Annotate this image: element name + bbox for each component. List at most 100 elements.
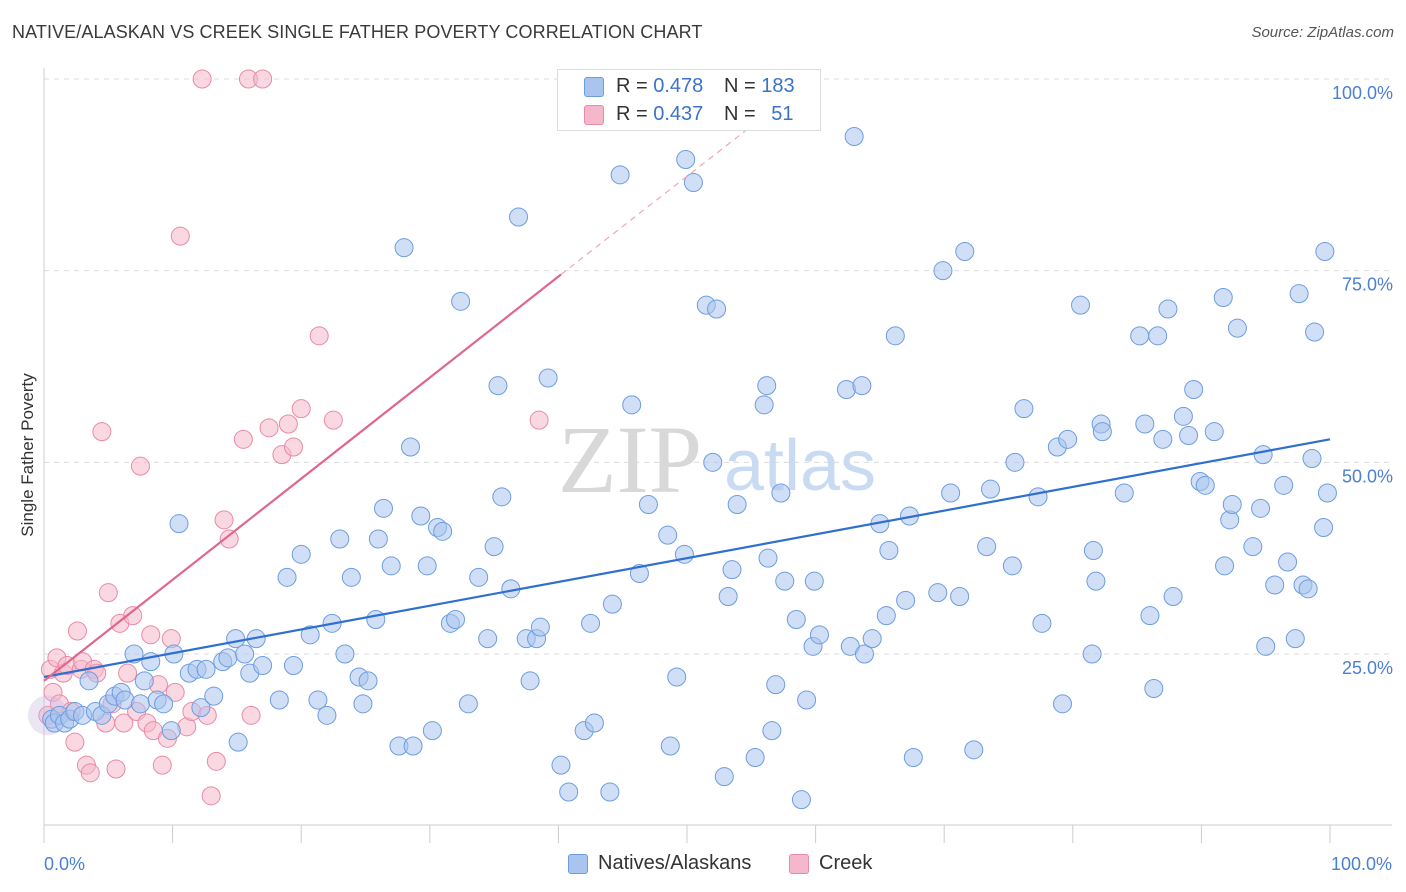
natives-point [484, 537, 504, 557]
natives-point [1253, 445, 1273, 465]
axes [43, 68, 1392, 843]
natives-point [862, 629, 882, 649]
natives-point [1153, 429, 1173, 449]
natives-point [1005, 452, 1025, 472]
watermark-zip: ZIP [558, 406, 702, 513]
natives-point [722, 560, 742, 580]
creek-point [80, 763, 100, 783]
natives-point [1204, 422, 1224, 442]
natives-point [204, 686, 224, 706]
natives-point [458, 694, 478, 714]
natives-point [520, 671, 540, 691]
y-tick-label-25: 25.0% [1342, 658, 1393, 678]
natives-point [980, 479, 1000, 499]
natives-point [1130, 326, 1150, 346]
natives-point [950, 587, 970, 606]
natives-point [381, 556, 401, 576]
natives-point [658, 525, 678, 545]
natives-point [1028, 487, 1048, 507]
creek-point [206, 751, 226, 771]
natives-point [559, 782, 579, 802]
natives-point [903, 748, 923, 767]
x-tick-label-max: 100.0% [1331, 854, 1392, 874]
creek-point [291, 399, 311, 419]
natives-point [766, 675, 786, 695]
natives-point [358, 671, 378, 691]
natives-point [1135, 414, 1155, 434]
natives-point [1256, 636, 1276, 656]
natives-point [330, 529, 350, 549]
legend-row-creek: R = 0.437 N = 51 [558, 101, 820, 129]
natives-point [403, 736, 423, 756]
legend-r-value: 0.478 [653, 75, 704, 97]
natives-point [374, 498, 394, 518]
bottom-legend-label-natives: Natives/Alaskans [598, 852, 752, 874]
creek-point [123, 606, 143, 626]
natives-point [196, 659, 216, 679]
gridlines [44, 78, 1392, 655]
natives-point [411, 506, 431, 526]
natives-point [366, 610, 386, 629]
bottom-legend-swatch-natives [568, 854, 588, 874]
natives-point [1173, 406, 1193, 426]
natives-point [1251, 498, 1271, 518]
natives-point [1278, 552, 1298, 572]
natives-point [1298, 579, 1318, 599]
legend-n-label: N = [724, 75, 762, 97]
natives-point [433, 521, 453, 541]
legend-swatch-creek [584, 105, 604, 125]
creek-point [65, 732, 85, 752]
natives-point [492, 487, 512, 507]
creek-point [114, 713, 134, 733]
natives-point [1289, 284, 1309, 304]
natives-point [1265, 575, 1285, 595]
natives-point [134, 671, 154, 691]
source-label: Source: ZipAtlas.com [1251, 24, 1394, 41]
natives-point [368, 529, 388, 549]
natives-point [622, 395, 642, 415]
trendlines [43, 120, 1331, 682]
natives-point [277, 567, 297, 587]
natives-point [1082, 644, 1102, 664]
natives-point [130, 694, 150, 714]
natives-point [1163, 587, 1183, 606]
chart-title: NATIVE/ALASKAN VS CREEK SINGLE FATHER PO… [12, 22, 703, 42]
creek-point [98, 583, 118, 603]
bottom-legend-swatch-creek [789, 854, 809, 874]
legend-row-natives: R = 0.478 N = 183 [558, 73, 820, 101]
natives-point [745, 748, 765, 767]
natives-point [1213, 288, 1233, 307]
natives-point [394, 238, 414, 258]
creek-point [192, 69, 212, 89]
creek-point [219, 529, 239, 549]
natives-point [1144, 679, 1164, 698]
natives-point [451, 291, 471, 311]
y-tick-label-75: 75.0% [1342, 275, 1393, 295]
natives-point [584, 713, 604, 733]
natives-point [933, 261, 953, 281]
natives-point [1285, 629, 1305, 649]
legend-n-value: 183 [761, 75, 795, 97]
natives-point [703, 452, 723, 472]
natives-point [629, 564, 649, 583]
natives-point [1140, 606, 1160, 626]
natives-point [775, 571, 795, 591]
natives-point [422, 721, 442, 741]
y-tick-label-50: 50.0% [1342, 466, 1393, 486]
natives-point [551, 755, 571, 775]
creek-point [106, 759, 126, 779]
natives-point [1014, 399, 1034, 419]
natives-point [530, 617, 550, 637]
natives-point [308, 690, 328, 710]
natives-point [509, 207, 529, 227]
natives-point [1032, 613, 1052, 633]
natives-point [707, 299, 727, 319]
legend-swatch-natives [584, 77, 604, 97]
creek-point [130, 456, 150, 476]
natives-trendline [43, 438, 1331, 679]
natives-point [1317, 483, 1337, 503]
legend-n-label: N = [724, 103, 762, 125]
creek-point [233, 429, 253, 449]
natives-point [852, 376, 872, 396]
